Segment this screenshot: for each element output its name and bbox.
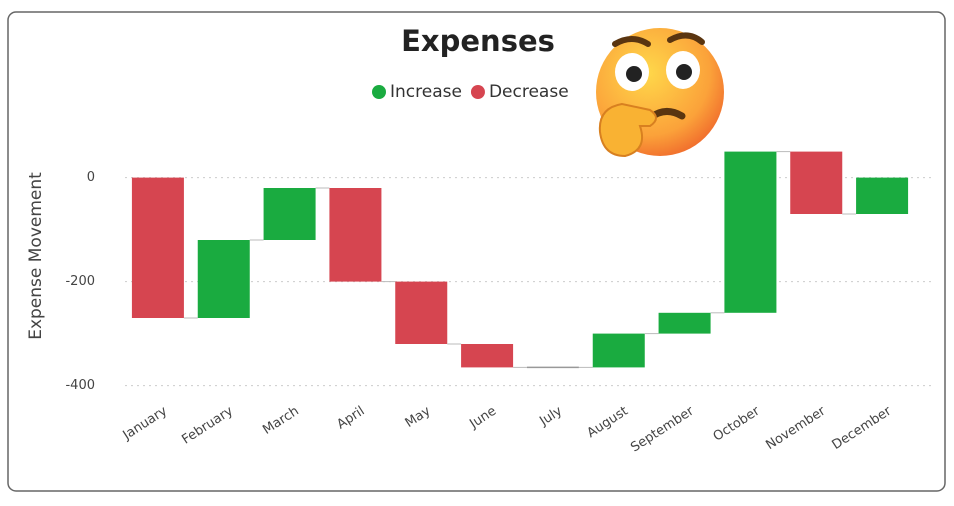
legend-label: Decrease	[489, 82, 569, 102]
y-tick-label: -200	[65, 274, 95, 289]
bar	[131, 177, 184, 318]
y-tick-label: 0	[87, 170, 95, 185]
legend-marker	[372, 85, 386, 99]
bar	[395, 281, 448, 344]
emoji	[596, 28, 724, 158]
bar	[197, 240, 250, 318]
bar	[790, 151, 843, 214]
card	[7, 11, 946, 492]
legend-marker	[470, 85, 485, 99]
y-axis-label: Expense Movement	[26, 172, 46, 340]
bar	[592, 333, 645, 368]
bar	[856, 177, 909, 214]
bar	[658, 312, 711, 334]
bar	[263, 188, 316, 240]
y-tick-label: -400	[65, 378, 95, 393]
bar	[724, 151, 777, 313]
chart-title: Expenses	[401, 24, 555, 58]
bar	[461, 344, 514, 368]
bar	[329, 188, 382, 282]
legend-label: Increase	[390, 82, 462, 102]
